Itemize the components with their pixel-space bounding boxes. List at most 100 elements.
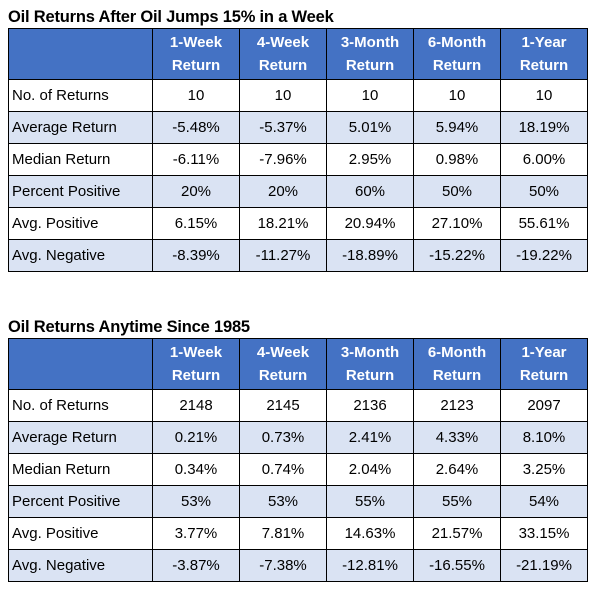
table-cell: -7.96% [239,143,327,176]
table-cell: -21.19% [500,549,588,582]
table-cell: 55.61% [500,207,588,240]
table-cell: 54% [500,485,588,518]
table-cell: -18.89% [326,239,414,272]
returns-table: 1-Week Return 4-Week Return 3-Month Return … [8,338,588,582]
table-cell: 33.15% [500,517,588,550]
row-label: Percent Positive [8,175,153,208]
table-cell: 3.77% [152,517,240,550]
table-cell: 27.10% [413,207,501,240]
table-row: No. of Returns 10 10 10 10 10 [8,79,588,112]
table-cell: 60% [326,175,414,208]
table-cell: 2.95% [326,143,414,176]
row-label: Average Return [8,111,153,144]
table-row: Average Return -5.48% -5.37% 5.01% 5.94%… [8,111,588,144]
table-cell: 2.04% [326,453,414,486]
table-row: Percent Positive 53% 53% 55% 55% 54% [8,485,588,518]
table-cell: -11.27% [239,239,327,272]
table-block-jump: Oil Returns After Oil Jumps 15% in a Wee… [8,6,588,272]
table-block-anytime: Oil Returns Anytime Since 1985 1-Week Ret… [8,316,588,582]
table-cell: 20% [152,175,240,208]
row-label: Avg. Negative [8,239,153,272]
table-cell: -6.11% [152,143,240,176]
row-label: Average Return [8,421,153,454]
table-row: No. of Returns 2148 2145 2136 2123 2097 [8,389,588,422]
column-header: 1-Week Return [152,28,240,80]
header-row: 1-Week Return 4-Week Return 3-Month Return … [8,338,588,390]
table-cell: 10 [152,79,240,112]
table-cell: 55% [413,485,501,518]
table-cell: 2123 [413,389,501,422]
table-row: Percent Positive 20% 20% 60% 50% 50% [8,175,588,208]
table-cell: -3.87% [152,549,240,582]
table-cell: 20% [239,175,327,208]
table-cell: -8.39% [152,239,240,272]
table-row: Median Return 0.34% 0.74% 2.04% 2.64% 3.… [8,453,588,486]
row-label: Median Return [8,143,153,176]
table-cell: 2097 [500,389,588,422]
row-label: Median Return [8,453,153,486]
table-row: Median Return -6.11% -7.96% 2.95% 0.98% … [8,143,588,176]
table-cell: 6.15% [152,207,240,240]
table-cell: 20.94% [326,207,414,240]
table-cell: 10 [500,79,588,112]
column-header: 1-Year Return [500,28,588,80]
row-label: Avg. Positive [8,207,153,240]
row-label: No. of Returns [8,79,153,112]
table-cell: 10 [413,79,501,112]
table-cell: -5.48% [152,111,240,144]
table-row: Average Return 0.21% 0.73% 2.41% 4.33% 8… [8,421,588,454]
row-label: Avg. Positive [8,517,153,550]
column-header: 6-Month Return [413,338,501,390]
table-cell: 5.01% [326,111,414,144]
table-cell: 55% [326,485,414,518]
table-cell: 50% [500,175,588,208]
table-title: Oil Returns After Oil Jumps 15% in a Wee… [8,8,334,26]
table-cell: -16.55% [413,549,501,582]
corner-cell [8,338,153,390]
table-cell: 18.19% [500,111,588,144]
table-cell: 3.25% [500,453,588,486]
table-cell: -5.37% [239,111,327,144]
row-label: Percent Positive [8,485,153,518]
column-header: 3-Month Return [326,338,414,390]
table-row: Avg. Negative -8.39% -11.27% -18.89% -15… [8,239,588,272]
header-row: 1-Week Return 4-Week Return 3-Month Return … [8,28,588,80]
column-header: 3-Month Return [326,28,414,80]
table-row: Avg. Negative -3.87% -7.38% -12.81% -16.… [8,549,588,582]
table-cell: 0.98% [413,143,501,176]
column-header: 4-Week Return [239,28,327,80]
table-cell: 53% [239,485,327,518]
corner-cell [8,28,153,80]
table-cell: 21.57% [413,517,501,550]
table-cell: 53% [152,485,240,518]
table-cell: 6.00% [500,143,588,176]
row-label: Avg. Negative [8,549,153,582]
table-cell: 50% [413,175,501,208]
table-cell: 18.21% [239,207,327,240]
table-cell: 2136 [326,389,414,422]
column-header: 6-Month Return [413,28,501,80]
table-cell: 8.10% [500,421,588,454]
returns-table: 1-Week Return 4-Week Return 3-Month Return … [8,28,588,272]
column-header: 1-Week Return [152,338,240,390]
table-title: Oil Returns Anytime Since 1985 [8,318,250,336]
table-row: Avg. Positive 3.77% 7.81% 14.63% 21.57% … [8,517,588,550]
table-cell: 0.74% [239,453,327,486]
table-cell: 14.63% [326,517,414,550]
table-row: Avg. Positive 6.15% 18.21% 20.94% 27.10%… [8,207,588,240]
table-cell: 2148 [152,389,240,422]
table-cell: 10 [239,79,327,112]
table-cell: -12.81% [326,549,414,582]
table-cell: -15.22% [413,239,501,272]
table-cell: 0.73% [239,421,327,454]
table-cell: -19.22% [500,239,588,272]
table-cell: 4.33% [413,421,501,454]
table-cell: 7.81% [239,517,327,550]
table-cell: 0.34% [152,453,240,486]
table-cell: 10 [326,79,414,112]
column-header: 4-Week Return [239,338,327,390]
column-header: 1-Year Return [500,338,588,390]
table-cell: 0.21% [152,421,240,454]
table-cell: 2145 [239,389,327,422]
table-cell: 5.94% [413,111,501,144]
